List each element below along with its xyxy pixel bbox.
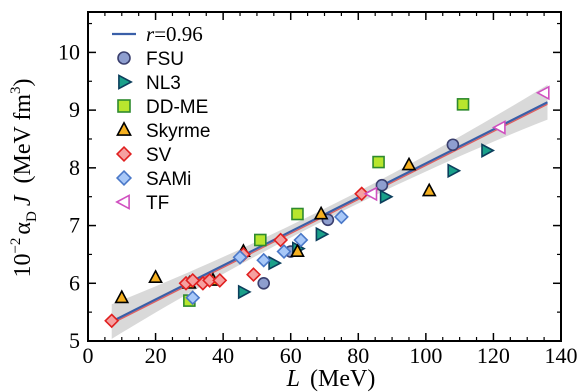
point-skyrme [148,269,163,284]
x-tick-label: 100 [409,343,442,368]
point-nl3 [481,143,495,158]
point-tf [491,120,506,135]
point-sami [256,252,272,268]
point-skyrme [421,182,437,197]
point-sv [273,232,289,248]
point-fsu [375,178,389,192]
point-skyrme [401,156,417,171]
y-tick-label: 5 [69,328,80,353]
point-sv [202,272,218,288]
point-tf [535,85,550,101]
legend-swatch-dd-me [117,99,131,113]
data-points-layer [104,85,550,329]
point-skyrme [114,289,130,304]
point-dd-me [254,233,267,247]
x-tick-label: 40 [212,343,234,368]
point-tf [363,186,378,202]
legend-label-nl3: NL3 [146,73,181,94]
tick-labels-layer: 0 20 40 60 80 100 120 140 5 6 7 8 9 10 [58,39,578,368]
x-tick-label: 20 [145,343,167,368]
y-tick-label: 9 [69,97,80,122]
x-axis-label: L (MeV) [286,366,376,392]
x-tick-label: 140 [545,343,578,368]
point-fsu [257,276,270,290]
y-axis-label: 10−2αDJ(MeV fm3) [8,78,40,277]
legend-label-fsu: FSU [146,49,184,70]
legend-swatch-sv [115,145,133,163]
point-skyrme [290,243,305,258]
legend-swatch-skyrme [116,121,132,136]
y-tick-label: 7 [69,213,80,238]
legend: r=0.96 FSU NL3 DD-ME Skyrme SV SAMi TF [112,22,210,214]
point-sv [212,272,228,288]
point-dd-me [372,155,385,169]
point-sami [232,249,248,265]
point-dd-me [456,98,470,111]
legend-label-sv: SV [146,145,172,166]
point-nl3 [268,255,283,271]
legend-label-tf: TF [146,193,169,214]
legend-label-skyrme: Skyrme [146,121,210,142]
point-nl3 [315,226,330,242]
legend-swatch-fsu [117,51,131,65]
x-tick-label: 0 [83,343,94,368]
x-tick-label: 60 [280,343,302,368]
y-tick-label: 8 [69,155,80,180]
point-fsu [446,138,460,152]
legend-fit-label: r=0.96 [146,22,203,46]
legend-swatch-nl3 [118,74,133,90]
point-sami [276,244,292,260]
x-tick-label: 80 [347,343,369,368]
y-tick-label: 10 [58,39,80,64]
point-skyrme [313,205,329,220]
point-nl3 [447,163,462,179]
x-tick-label: 120 [477,343,510,368]
point-dd-me [291,207,304,221]
point-nl3 [237,284,252,300]
legend-swatch-tf [115,194,130,210]
point-sv [246,267,262,283]
point-sami [333,209,349,225]
y-tick-label: 6 [69,270,80,295]
point-sv [354,186,370,202]
point-sv [104,313,120,329]
point-sv [185,272,201,288]
point-sami [185,290,201,306]
axis-ticks-layer [87,12,562,342]
point-sami [293,232,309,248]
legend-label-sami: SAMi [146,169,191,190]
legend-label-dd-me: DD-ME [146,97,208,118]
point-nl3 [379,189,394,205]
legend-swatch-sami [115,169,133,187]
